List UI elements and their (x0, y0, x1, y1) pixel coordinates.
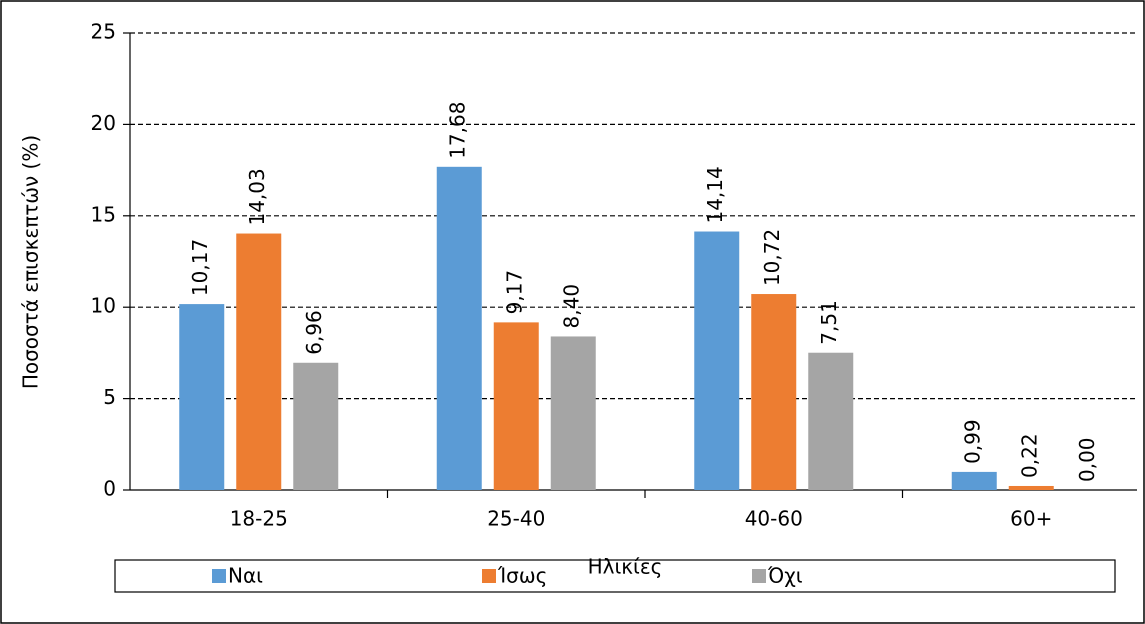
bar (436, 166, 482, 490)
bar (951, 471, 997, 490)
bar (751, 294, 797, 490)
x-axis-title: Ηλικίες (588, 555, 663, 579)
data-label: 0,22 (1018, 433, 1042, 478)
bar (293, 362, 339, 490)
data-label: 14,03 (245, 168, 269, 225)
y-tick-label: 0 (103, 477, 116, 501)
data-label: 17,68 (446, 102, 470, 159)
data-label: 0,99 (961, 419, 985, 464)
bar (1008, 485, 1054, 490)
data-label: 10,72 (760, 229, 784, 286)
y-tick-label: 5 (103, 385, 116, 409)
bar (179, 304, 225, 490)
legend-swatch (482, 569, 496, 583)
x-tick-label: 40-60 (745, 507, 803, 531)
bar (694, 231, 740, 490)
data-label: 14,14 (703, 166, 727, 223)
legend-label: Ίσως (497, 564, 547, 588)
bar (236, 233, 282, 490)
legend-swatch (752, 569, 766, 583)
legend-label: Ναι (228, 564, 263, 588)
legend-box (114, 559, 1116, 593)
y-axis-title: Ποσοστά επισκεπτών (%) (19, 135, 43, 389)
x-tick-label: 25-40 (487, 507, 545, 531)
x-tick-label: 60+ (1010, 507, 1052, 531)
bar (550, 336, 596, 490)
legend-swatch (212, 569, 226, 583)
y-tick-label: 20 (91, 111, 116, 135)
y-tick-label: 15 (91, 202, 116, 226)
data-label: 8,40 (560, 284, 584, 329)
data-label: 7,51 (817, 300, 841, 345)
bar (808, 352, 854, 490)
data-label: 0,00 (1075, 437, 1099, 482)
y-tick-label: 25 (91, 20, 116, 44)
data-label: 9,17 (503, 270, 527, 315)
data-label: 10,17 (188, 239, 212, 296)
y-tick-label: 10 (91, 294, 116, 318)
x-tick-label: 18-25 (230, 507, 288, 531)
data-label: 6,96 (302, 310, 326, 355)
bar (493, 322, 539, 490)
legend-label: Όχι (767, 564, 803, 588)
